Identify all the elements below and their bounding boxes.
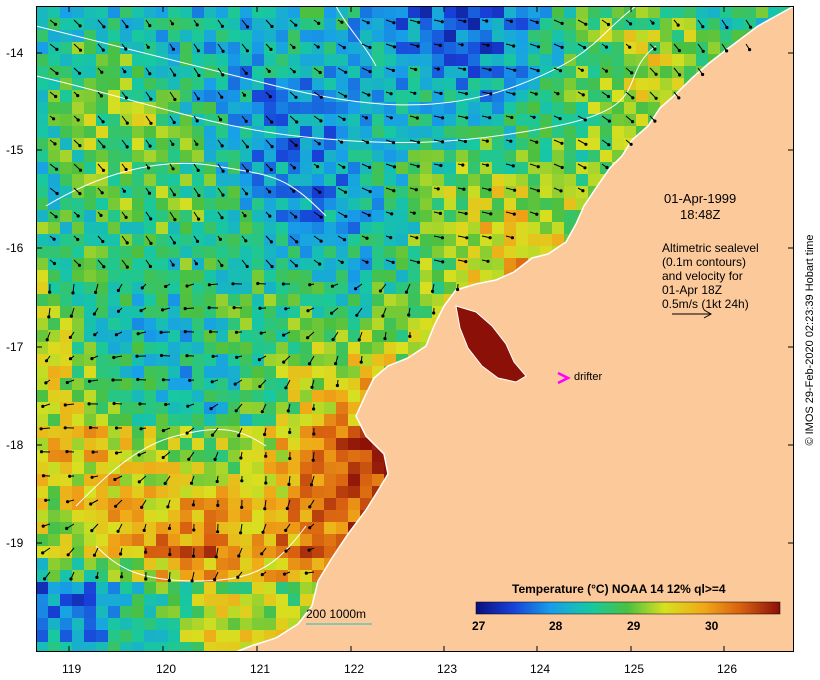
credit-text: © IMOS 29-Feb-2020 02:23:39 Hobart time bbox=[804, 234, 816, 446]
sst-map bbox=[36, 6, 794, 652]
axis-ticks bbox=[36, 6, 794, 652]
lon-tick-label: 123 bbox=[437, 662, 458, 676]
gulf-inlet bbox=[455, 305, 527, 383]
sealevel-contours bbox=[36, 6, 657, 582]
drifter-marker bbox=[557, 371, 571, 385]
velocity-vectors bbox=[39, 19, 753, 583]
colorbar-tick: 27 bbox=[472, 619, 486, 633]
colorbar-title: Temperature (°C) NOAA 14 12% ql>=4 bbox=[512, 582, 726, 596]
lat-tick-label: -14 bbox=[6, 46, 24, 60]
lon-tick-label: 122 bbox=[344, 662, 365, 676]
colorbar-tick: 29 bbox=[627, 619, 641, 633]
colorbar bbox=[475, 601, 781, 615]
image-time: 18:48Z bbox=[680, 207, 721, 222]
lat-tick-label: -15 bbox=[6, 143, 24, 157]
legend-line: and velocity for bbox=[662, 269, 743, 283]
lat-tick-label: -19 bbox=[6, 536, 24, 550]
drifter-label: drifter bbox=[574, 371, 603, 383]
bathymetry-label: 200 1000m bbox=[306, 607, 367, 621]
lat-tick-label: -16 bbox=[6, 241, 24, 255]
legend-line: (0.1m contours) bbox=[662, 255, 747, 269]
lat-tick-label: -17 bbox=[6, 340, 24, 354]
velocity-scale-arrow bbox=[672, 309, 713, 319]
legend-line: 0.5m/s (1kt 24h) bbox=[662, 297, 749, 311]
lon-tick-label: 120 bbox=[156, 662, 177, 676]
legend-line: Altimetric sealevel bbox=[662, 241, 759, 255]
lat-tick-label: -18 bbox=[6, 438, 24, 452]
lon-tick-label: 125 bbox=[624, 662, 645, 676]
image-date: 01-Apr-1999 bbox=[664, 191, 737, 206]
legend-line: 01-Apr 18Z bbox=[662, 283, 723, 297]
lon-tick-label: 126 bbox=[717, 662, 738, 676]
colorbar-tick: 28 bbox=[549, 619, 563, 633]
lon-tick-label: 121 bbox=[250, 662, 271, 676]
lon-tick-label: 119 bbox=[62, 662, 82, 676]
land-mass bbox=[235, 6, 794, 652]
colorbar-tick: 30 bbox=[705, 619, 719, 633]
lon-tick-label: 124 bbox=[530, 662, 551, 676]
